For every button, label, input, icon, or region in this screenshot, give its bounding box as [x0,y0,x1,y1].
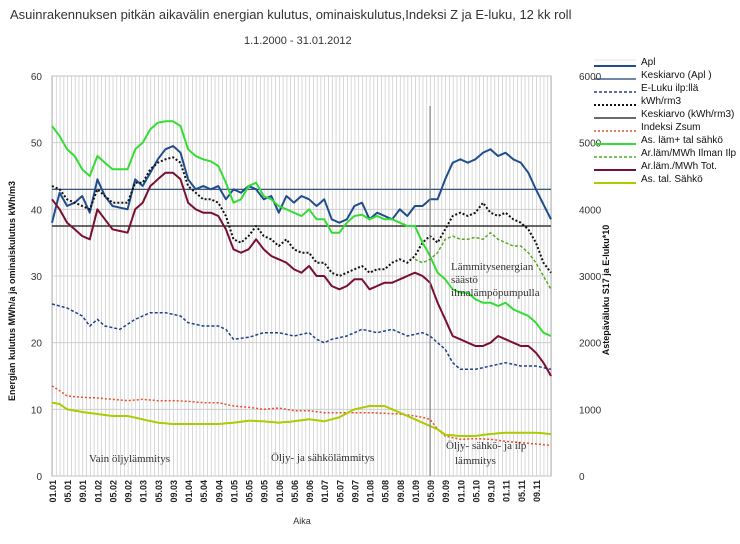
legend-label-3: kWh/rm3 [641,96,681,107]
y-left-tick-label: 60 [31,72,43,83]
annotation-oil-only: Vain öljylämmitys [89,453,170,465]
x-tick-label: 05.06 [290,480,300,503]
y-right-tick-label: 1000 [579,405,602,416]
y-right-tick-label: 5000 [579,139,602,150]
x-tick-label: 09.11 [532,480,542,502]
y-left-tick-label: 40 [31,205,43,216]
gridlines [52,75,552,477]
legend-label-9: As. tal. Sähkö [641,174,703,185]
x-tick-label: 09.06 [305,480,315,503]
legend-label-4: Keskiarvo (kWh/rm3) [641,109,734,120]
series-line-8 [51,171,552,377]
chart-subtitle: 1.1.2000 - 31.01.2012 [244,35,352,47]
y-left-tick-label: 50 [31,139,43,150]
series-line-0 [51,145,552,224]
x-tick-label: 05.11 [517,480,527,502]
x-tick-label: 01.02 [93,480,103,503]
x-tick-label: 01.11 [502,480,512,502]
x-tick-label: 09.03 [169,480,179,503]
series-line-9 [51,401,552,437]
annotation-oil-electric: Öljy- ja sähkölämmitys [271,452,374,464]
x-tick-label: 01.05 [229,480,239,503]
x-tick-label: 05.05 [245,480,255,503]
x-tick-label: 01.10 [456,480,466,503]
x-tick-label: 09.07 [350,480,360,503]
x-tick-label: 09.09 [441,480,451,503]
x-tick-label: 05.02 [108,480,118,503]
annotation-saving-1: Lämmitysenergian [451,261,534,273]
legend: Apl Keskiarvo (Apl ) E-Luku ilp:llä kWh/rm3… [594,57,736,185]
x-tick-label: 09.10 [487,480,497,503]
x-tick-label: 09.04 [214,480,224,503]
x-axis-label: Aika [293,516,311,526]
x-tick-label: 09.02 [124,480,134,503]
y-left-tick-label: 20 [31,339,43,350]
legend-label-6: As. läm+ tal sähkö [641,135,723,146]
chart-title: Asuinrakennuksen pitkän aikavälin energi… [10,7,572,22]
y-axis-left-label: Energian kulutus MWh/a ja ominaiskulutus… [7,181,17,401]
x-tick-label: 01.04 [184,480,194,503]
y-right-tick-label: 2000 [579,339,602,350]
y-left-tick-label: 0 [36,472,42,483]
x-tick-label: 01.06 [275,480,285,503]
x-tick-label: 05.10 [471,480,481,503]
y-left-tick-label: 10 [31,405,43,416]
x-tick-label: 01.07 [320,480,330,503]
legend-label-7: Ar.läm/MWh Ilman Ilp [641,148,736,159]
x-tick-label: 05.08 [381,480,391,503]
x-tick-label: 05.03 [154,480,164,503]
x-tick-label: 01.01 [48,480,58,503]
x-tick-label: 05.04 [199,480,209,503]
legend-label-8: Ar.läm./MWh Tot. [641,161,717,172]
x-tick-label: 05.07 [335,480,345,503]
x-tick-label: 09.08 [396,480,406,503]
y-left-tick-label: 30 [31,272,43,283]
y-axis-left: 0 10 20 30 40 50 60 [31,72,43,483]
y-right-tick-label: 3000 [579,272,602,283]
x-tick-label: 01.08 [366,480,376,503]
x-tick-label: 01.09 [411,480,421,503]
x-tick-label: 05.01 [63,480,73,503]
y-right-tick-label: 4000 [579,205,602,216]
series-line-3 [51,156,552,277]
y-axis-right: 0 1000 2000 3000 4000 5000 6000 [579,72,602,483]
reference-lines [52,188,551,227]
legend-label-0: Apl [641,57,655,68]
annotation-heating: lämmitys [455,455,496,467]
x-tick-label: 01.03 [139,480,149,503]
series-line-5 [51,385,552,447]
annotation-saving-2: säästö [451,274,478,286]
series-line-6 [51,120,552,337]
annotation-oil-electric-ilp: Öljy- sähkö- ja ilp [446,440,527,452]
series-line-7 [414,231,552,290]
annotation-saving-3: ilmalämpöpumpulla [451,287,540,299]
x-axis: 01.01 05.01 09.01 01.02 05.02 09.02 01.03 05.03… [48,480,542,503]
x-tick-label: 09.01 [78,480,88,503]
x-tick-label: 05.09 [426,480,436,503]
series-line-2 [51,303,552,371]
legend-label-2: E-Luku ilp:llä [641,83,699,94]
annotations: Vain öljylämmitys Öljy- ja sähkölämmitys… [89,261,540,467]
y-axis-right-label: Astepäväluku S17 ja E-luku*10 [601,225,611,356]
series-lines [51,120,552,447]
y-right-tick-label: 6000 [579,72,602,83]
x-tick-label: 09.05 [260,480,270,503]
y-right-tick-label: 0 [579,472,585,483]
legend-label-5: Indeksi Zsum [641,122,700,133]
legend-label-1: Keskiarvo (Apl ) [641,70,712,81]
